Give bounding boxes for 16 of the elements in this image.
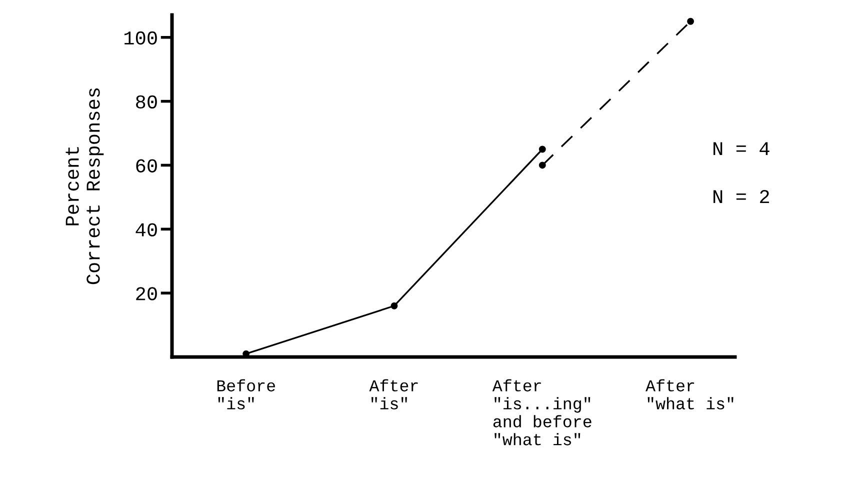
y-tick-label: 80 <box>136 95 157 109</box>
point <box>687 18 694 25</box>
y-tick-label: 20 <box>136 287 157 300</box>
x-tick-label: After "is...ing" and before "what is" <box>492 379 592 446</box>
y-tick-label: 100 <box>124 31 157 45</box>
x-tick-label: After "is" <box>369 379 418 410</box>
point <box>390 302 398 310</box>
point <box>538 146 546 153</box>
annotation: N = 4 <box>714 142 770 156</box>
x-tick-label: After "what is" <box>646 379 734 410</box>
y-axis-title: Percent Correct Responses <box>66 88 104 284</box>
y-tick-label: 60 <box>136 159 157 172</box>
annotation: N = 2 <box>714 190 769 204</box>
y-tick-label: 40 <box>136 223 157 236</box>
x-tick-label: Before "is" <box>217 379 275 410</box>
point <box>538 162 546 169</box>
